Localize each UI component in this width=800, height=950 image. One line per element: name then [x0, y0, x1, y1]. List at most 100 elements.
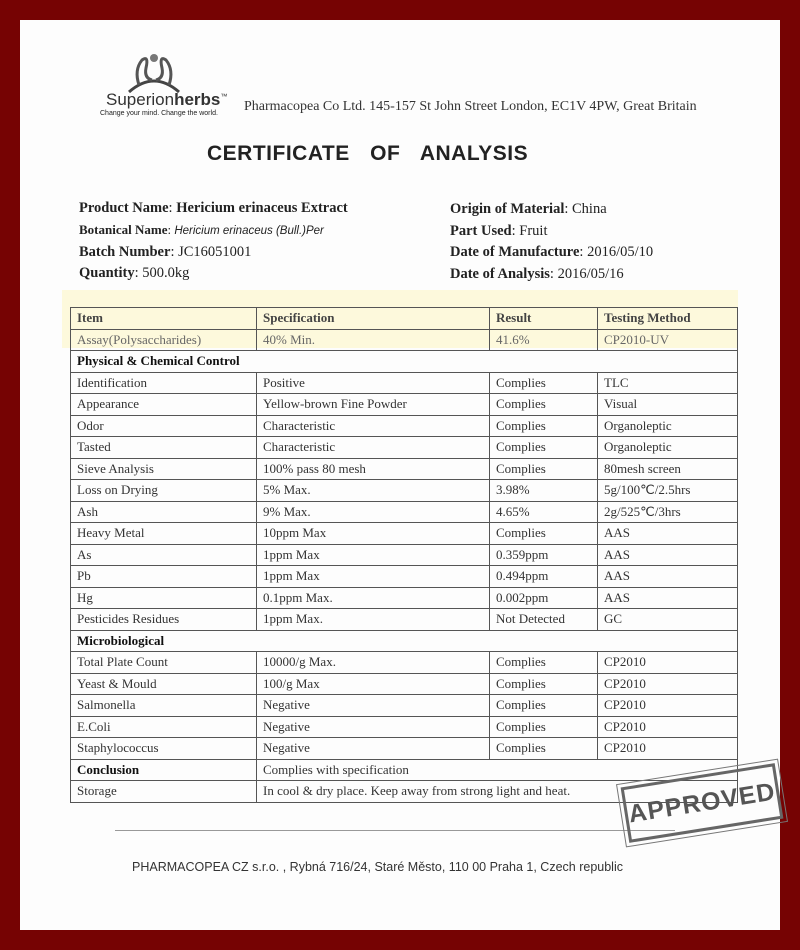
batch-number: Batch Number: JC16051001 — [79, 244, 252, 260]
cell: AAS — [597, 543, 738, 566]
cell: Complies — [489, 694, 598, 717]
cell: Positive — [256, 371, 490, 394]
cell: Complies — [489, 393, 598, 416]
cell: Salmonella — [70, 694, 257, 717]
header-result: Result — [489, 307, 598, 330]
conclusion-label: Conclusion — [70, 758, 257, 781]
section-physical-chemical: Physical & Chemical Control — [70, 350, 738, 373]
cell: Complies — [489, 436, 598, 459]
section-microbiological: Microbiological — [70, 629, 738, 652]
cell: 1ppm Max — [256, 543, 490, 566]
cell: AAS — [597, 586, 738, 609]
cell: 40% Min. — [256, 328, 490, 351]
footer-address: PHARMACOPEA CZ s.r.o. , Rybná 716/24, St… — [132, 860, 623, 874]
company-address: Pharmacopea Co Ltd. 145-157 St John Stre… — [244, 99, 697, 114]
cell: Assay(Polysaccharides) — [70, 328, 257, 351]
cell: Visual — [597, 393, 738, 416]
analysis-table: Item Specification Result Testing Method… — [70, 307, 738, 803]
header-method: Testing Method — [597, 307, 738, 330]
cell: TLC — [597, 371, 738, 394]
section-row: Microbiological — [70, 629, 738, 652]
cell: 0.359ppm — [489, 543, 598, 566]
table-header: Item Specification Result Testing Method — [70, 307, 738, 330]
cell: Complies — [489, 522, 598, 545]
cell: Sieve Analysis — [70, 457, 257, 480]
table-row: Sieve Analysis 100% pass 80 mesh Complies 8… — [70, 457, 738, 480]
company-logo: Superionherbs™ Change your mind. Change … — [84, 50, 234, 120]
cell: Yellow-brown Fine Powder — [256, 393, 490, 416]
cell: 9% Max. — [256, 500, 490, 523]
table-row: Loss on Drying 5% Max. 3.98% 5g/100℃/2.5hrs — [70, 479, 738, 502]
cell: Identification — [70, 371, 257, 394]
cell: Complies — [489, 672, 598, 695]
table-row-assay: Assay(Polysaccharides) 40% Min. 41.6% CP201… — [70, 328, 738, 351]
header-specification: Specification — [256, 307, 490, 330]
table-row: Appearance Yellow-brown Fine Powder Compli… — [70, 393, 738, 416]
cell: CP2010 — [597, 694, 738, 717]
cell: CP2010 — [597, 672, 738, 695]
table-row: Staphylococcus Negative Complies CP2010 — [70, 737, 738, 760]
cell: CP2010 — [597, 737, 738, 760]
cell: 3.98% — [489, 479, 598, 502]
cell: 41.6% — [489, 328, 598, 351]
product-info-left: Product Name: Hericium erinaceus Extract… — [79, 198, 348, 284]
cell: Yeast & Mould — [70, 672, 257, 695]
cell: Complies — [489, 371, 598, 394]
storage-row: Storage In cool & dry place. Keep away fr… — [70, 780, 738, 803]
table-row: Yeast & Mould 100/g Max Complies CP2010 — [70, 672, 738, 695]
dragon-logo-icon — [128, 54, 180, 94]
cell: Complies — [489, 715, 598, 738]
cell: Negative — [256, 737, 490, 760]
cell: 80mesh screen — [597, 457, 738, 480]
product-info-right: Origin of Material: China Part Used: Fru… — [450, 199, 653, 285]
analysis-date: Date of Analysis: 2016/05/16 — [450, 265, 624, 282]
cell: Pb — [70, 565, 257, 588]
cell: Characteristic — [256, 436, 490, 459]
cell: 1ppm Max — [256, 565, 490, 588]
cell: AAS — [597, 522, 738, 545]
brand-name: Superionherbs™ — [106, 90, 228, 109]
cell: Not Detected — [489, 608, 598, 631]
cell: Appearance — [70, 393, 257, 416]
cell: Organoleptic — [597, 436, 738, 459]
table-row: Odor Characteristic Complies Organoleptic — [70, 414, 738, 437]
cell: 4.65% — [489, 500, 598, 523]
storage-value: In cool & dry place. Keep away from stro… — [256, 780, 738, 803]
table-row: Pb 1ppm Max 0.494ppm AAS — [70, 565, 738, 588]
cell: E.Coli — [70, 715, 257, 738]
table-row: Salmonella Negative Complies CP2010 — [70, 694, 738, 717]
cell: CP2010 — [597, 651, 738, 674]
cell: Heavy Metal — [70, 522, 257, 545]
table-row: Ash 9% Max. 4.65% 2g/525℃/3hrs — [70, 500, 738, 523]
cell: CP2010 — [597, 715, 738, 738]
cell: Odor — [70, 414, 257, 437]
cell: Complies — [489, 414, 598, 437]
cell: AAS — [597, 565, 738, 588]
cell: Complies — [489, 457, 598, 480]
cell: 10000/g Max. — [256, 651, 490, 674]
table-row: Tasted Characteristic Complies Organoleptic — [70, 436, 738, 459]
cell: As — [70, 543, 257, 566]
brand-tagline: Change your mind. Change the world. — [100, 110, 218, 117]
part-used: Part Used: Fruit — [450, 222, 548, 239]
cell: 100% pass 80 mesh — [256, 457, 490, 480]
botanical-name: Botanical Name: Hericium erinaceus (Bull… — [79, 222, 324, 237]
cell: Negative — [256, 694, 490, 717]
cell: 10ppm Max — [256, 522, 490, 545]
cell: 1ppm Max. — [256, 608, 490, 631]
cell: Total Plate Count — [70, 651, 257, 674]
header-item: Item — [70, 307, 257, 330]
cell: 0.002ppm — [489, 586, 598, 609]
cell: CP2010-UV — [597, 328, 738, 351]
table-row: Identification Positive Complies TLC — [70, 371, 738, 394]
table-row: Pesticides Residues 1ppm Max. Not Detected… — [70, 608, 738, 631]
section-row: Physical & Chemical Control — [70, 350, 738, 373]
conclusion-value: Complies with specification — [256, 758, 738, 781]
table-row: Heavy Metal 10ppm Max Complies AAS — [70, 522, 738, 545]
quantity: Quantity: 500.0kg — [79, 265, 190, 281]
cell: Negative — [256, 715, 490, 738]
cell: Staphylococcus — [70, 737, 257, 760]
cell: Ash — [70, 500, 257, 523]
cell: 100/g Max — [256, 672, 490, 695]
cell: 0.494ppm — [489, 565, 598, 588]
